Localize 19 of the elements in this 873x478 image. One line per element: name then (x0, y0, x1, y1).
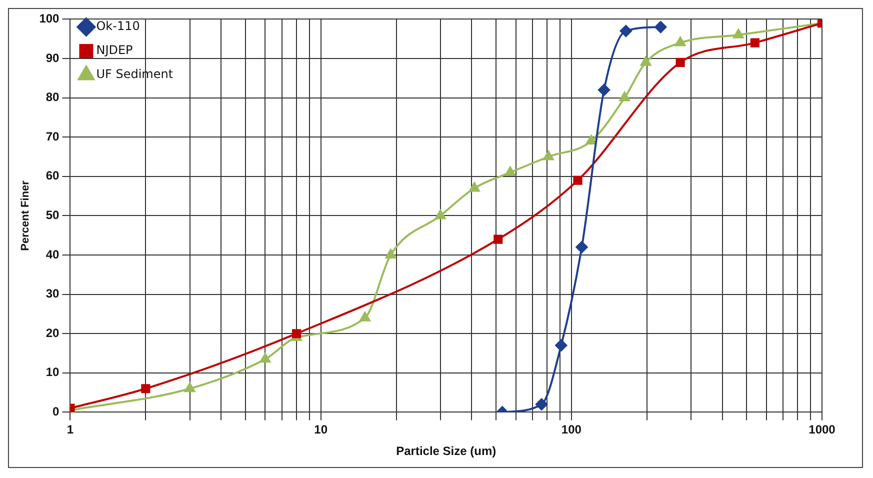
y-tick-label: 30 (46, 286, 60, 301)
x-tick-label: 1000 (808, 422, 836, 437)
y-tick-label: 10 (46, 365, 60, 380)
y-axis-title: Percent Finer (20, 180, 32, 251)
y-tick-label: 50 (46, 208, 60, 222)
x-tick-label: 10 (314, 422, 328, 437)
y-tick-label: 70 (46, 129, 60, 144)
x-tick-label: 1 (66, 422, 74, 437)
y-tick-label: 20 (46, 326, 60, 340)
y-tick-label: 100 (39, 12, 60, 26)
legend-label: Ok-110 (96, 19, 140, 34)
y-tick-label: 40 (46, 247, 60, 262)
legend-label: NJDEP (96, 43, 133, 58)
y-tick-label: 0 (52, 404, 60, 419)
x-axis-title: Particle Size (um) (396, 444, 496, 458)
y-tick-label: 60 (46, 168, 60, 183)
y-tick-label: 80 (46, 90, 60, 104)
x-tick-label: 100 (561, 422, 582, 437)
y-tick-label: 90 (46, 50, 60, 65)
